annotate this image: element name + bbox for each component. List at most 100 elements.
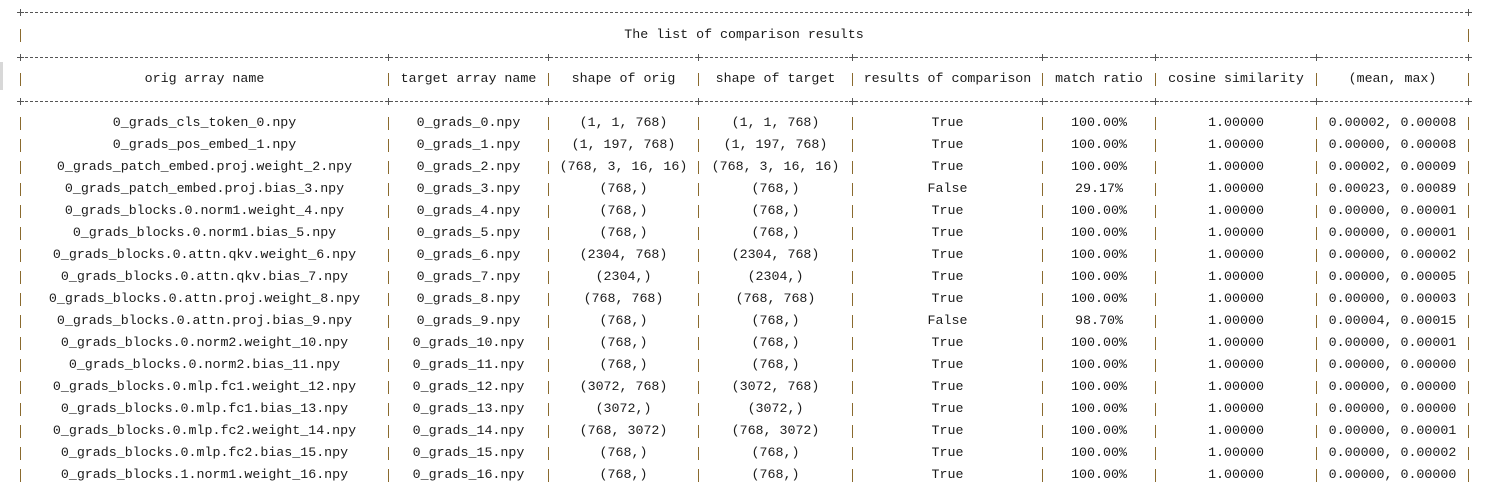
column-separator — [388, 227, 389, 240]
column-separator — [548, 139, 549, 152]
column-separator — [1316, 227, 1317, 240]
table-cell: True — [931, 445, 964, 460]
column-separator — [20, 161, 21, 174]
table-cell: 0_grads_14.npy — [412, 423, 525, 438]
table-cell: 100.00% — [1071, 401, 1127, 416]
table-cell: 1.00000 — [1208, 379, 1264, 394]
table-cell: 100.00% — [1071, 137, 1127, 152]
table-corner — [1313, 54, 1320, 61]
column-separator — [698, 249, 699, 262]
table-cell: 0.00000, 0.00000 — [1328, 401, 1457, 416]
table-cell: 0.00002, 0.00008 — [1328, 115, 1457, 130]
column-separator — [1468, 183, 1469, 196]
table-cell: 0_grads_3.npy — [416, 181, 521, 196]
column-header: results of comparison — [863, 71, 1032, 86]
table-cell: (768,) — [599, 313, 648, 328]
column-separator — [388, 469, 389, 482]
table-cell: 100.00% — [1071, 291, 1127, 306]
table-divider — [20, 101, 1468, 102]
column-separator — [1042, 447, 1043, 460]
column-header: orig array name — [144, 71, 265, 86]
table-cell: (768,) — [751, 225, 800, 240]
table-cell: 100.00% — [1071, 247, 1127, 262]
table-cell: 0_grads_blocks.0.attn.qkv.bias_7.npy — [60, 269, 349, 284]
column-separator — [1468, 161, 1469, 174]
column-separator — [548, 249, 549, 262]
column-separator — [20, 359, 21, 372]
table-title: The list of comparison results — [624, 27, 864, 42]
table-corner — [17, 54, 24, 61]
column-separator — [548, 293, 549, 306]
table-corner — [695, 54, 702, 61]
column-separator — [852, 249, 853, 262]
table-cell: 1.00000 — [1208, 467, 1264, 482]
column-separator — [388, 293, 389, 306]
table-corner — [545, 54, 552, 61]
column-separator — [852, 403, 853, 416]
table-cell: 100.00% — [1071, 159, 1127, 174]
column-separator — [698, 359, 699, 372]
table-cell: False — [927, 313, 968, 328]
table-cell: 0_grads_4.npy — [416, 203, 521, 218]
table-cell: (768,) — [599, 203, 648, 218]
column-separator — [1468, 249, 1469, 262]
table-cell: 0.00000, 0.00001 — [1328, 203, 1457, 218]
editor-gutter-marker — [0, 62, 3, 90]
table-cell: 0.00000, 0.00002 — [1328, 445, 1457, 460]
table-cell: (768, 3072) — [579, 423, 668, 438]
column-separator — [1468, 227, 1469, 240]
column-separator — [20, 315, 21, 328]
column-separator — [698, 381, 699, 394]
column-separator — [1042, 315, 1043, 328]
column-separator — [548, 337, 549, 350]
table-cell: 1.00000 — [1208, 247, 1264, 262]
column-header: target array name — [400, 71, 537, 86]
column-separator — [1468, 381, 1469, 394]
table-cell: True — [931, 269, 964, 284]
column-separator — [388, 73, 389, 86]
table-cell: (768, 3, 16, 16) — [711, 159, 840, 174]
column-separator — [548, 425, 549, 438]
column-separator — [20, 403, 21, 416]
table-corner — [1152, 98, 1159, 105]
table-cell: 1.00000 — [1208, 445, 1264, 460]
table-cell: 1.00000 — [1208, 269, 1264, 284]
table-cell: 98.70% — [1075, 313, 1123, 328]
column-separator — [548, 403, 549, 416]
column-separator — [20, 227, 21, 240]
table-cell: 100.00% — [1071, 335, 1127, 350]
table-cell: 1.00000 — [1208, 225, 1264, 240]
table-cell: (768,) — [751, 313, 800, 328]
column-separator — [1316, 183, 1317, 196]
table-cell: True — [931, 467, 964, 482]
table-corner — [1152, 54, 1159, 61]
table-cell: False — [927, 181, 968, 196]
column-separator — [698, 183, 699, 196]
column-separator — [852, 425, 853, 438]
column-separator — [852, 315, 853, 328]
table-cell: True — [931, 357, 964, 372]
column-separator — [20, 117, 21, 130]
column-separator — [1042, 205, 1043, 218]
column-separator — [1042, 117, 1043, 130]
column-separator — [548, 271, 549, 284]
column-header: (mean, max) — [1348, 71, 1437, 86]
column-separator — [388, 337, 389, 350]
column-separator — [388, 249, 389, 262]
column-separator — [1042, 469, 1043, 482]
table-corner — [1313, 98, 1320, 105]
column-separator — [1468, 293, 1469, 306]
column-separator — [20, 205, 21, 218]
table-cell: (1, 1, 768) — [579, 115, 668, 130]
table-corner — [849, 54, 856, 61]
column-separator — [548, 315, 549, 328]
table-cell: 0_grads_8.npy — [416, 291, 521, 306]
table-cell: 0_grads_12.npy — [412, 379, 525, 394]
column-separator — [388, 315, 389, 328]
table-cell: (768,) — [751, 335, 800, 350]
column-separator — [698, 227, 699, 240]
table-cell: 1.00000 — [1208, 159, 1264, 174]
column-separator — [1316, 271, 1317, 284]
column-separator — [1468, 337, 1469, 350]
table-cell: 1.00000 — [1208, 423, 1264, 438]
